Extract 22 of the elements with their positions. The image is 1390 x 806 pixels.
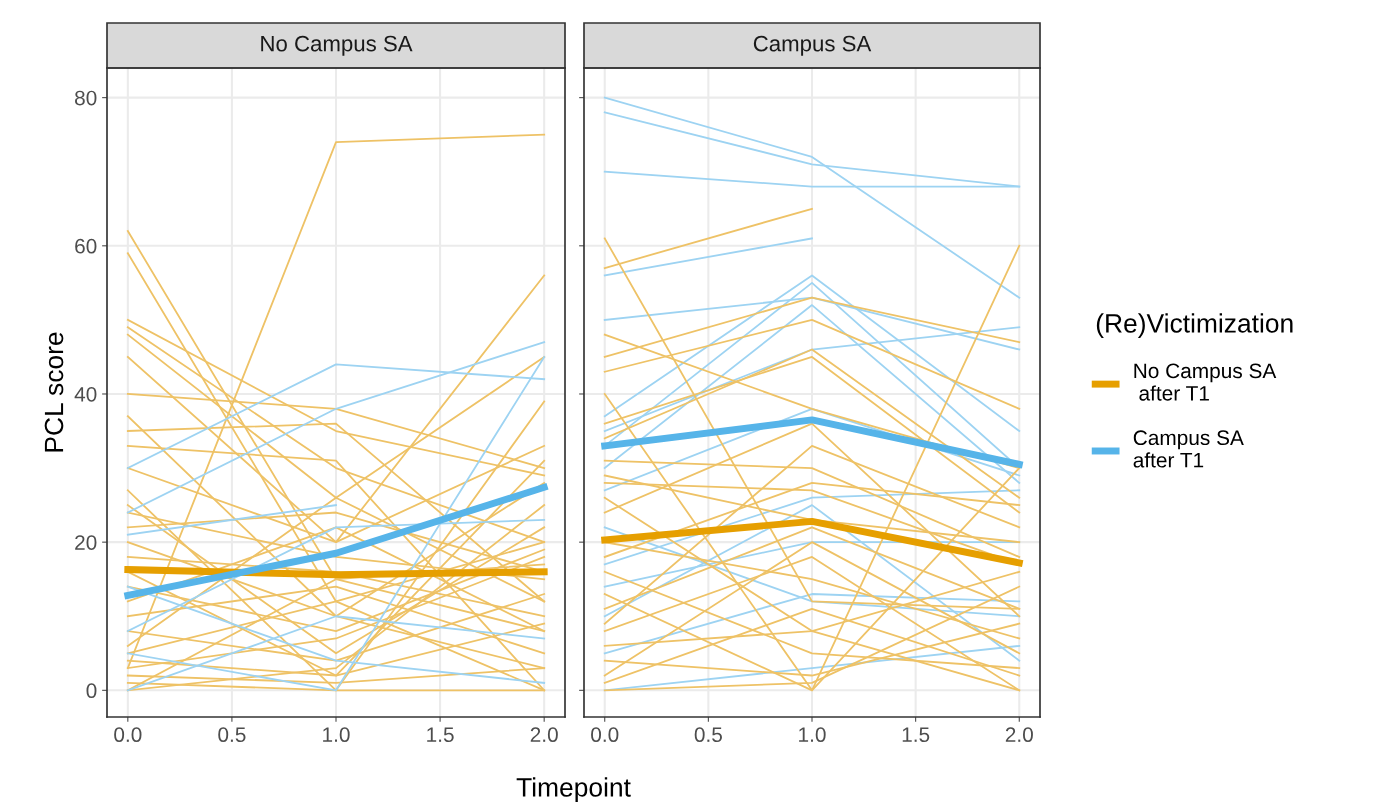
x-axis-title: Timepoint bbox=[516, 777, 631, 802]
x-tick-label: 0.5 bbox=[694, 727, 722, 743]
x-tick-label: 1.5 bbox=[427, 727, 454, 743]
x-tick-label: 1.5 bbox=[902, 727, 930, 743]
x-tick-label: 2.0 bbox=[530, 727, 558, 743]
y-tick-label: 0 bbox=[86, 683, 97, 699]
y-tick-label: 40 bbox=[74, 386, 97, 402]
x-tick-label: 1.0 bbox=[323, 727, 350, 743]
x-tick-label: 0.0 bbox=[591, 727, 619, 743]
chart-title: Campus SA bbox=[753, 35, 872, 56]
y-axis-title: PCL score bbox=[44, 332, 64, 452]
chart-title: No Campus SA bbox=[261, 35, 413, 56]
y-tick-label: 20 bbox=[75, 535, 97, 550]
y-tick-label: 60 bbox=[75, 238, 97, 254]
x-tick-label: 2.0 bbox=[1005, 727, 1033, 743]
x-tick-label: 0.0 bbox=[114, 727, 142, 743]
legend-title: (Re)Victimization bbox=[1096, 313, 1293, 338]
legend-label: Campus SA after T1 bbox=[1133, 430, 1244, 468]
x-tick-label: 0.5 bbox=[218, 727, 246, 743]
x-tick-label: 1.0 bbox=[799, 727, 826, 743]
legend-label: No Campus SA after T1 bbox=[1134, 363, 1277, 401]
y-tick-label: 80 bbox=[75, 90, 97, 106]
